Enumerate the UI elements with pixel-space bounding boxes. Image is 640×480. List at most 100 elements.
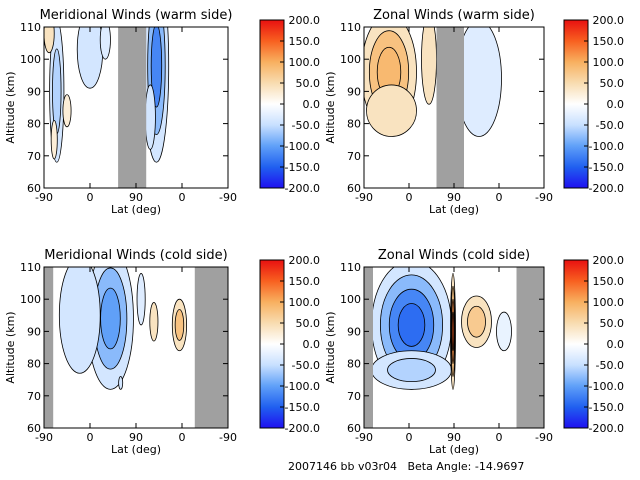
colorbar-tick-label: 0.0 (607, 338, 625, 351)
y-tick-label: 80 (27, 358, 41, 371)
colorbar-tick-label: 0.0 (303, 98, 321, 111)
no-data-band (118, 27, 147, 188)
contour-region (58, 267, 101, 374)
colorbar-tick-label: -100.0 (285, 140, 320, 153)
panel-4: Zonal Winds (cold side) -90 0 90 0 -90 Lat (de… (324, 248, 624, 456)
contour-field (44, 27, 170, 163)
contour-region (50, 119, 58, 160)
y-tick-label: 60 (27, 422, 41, 435)
colorbar-tick-label: -50.0 (292, 119, 320, 132)
colorbar-tick-label: -200.0 (589, 422, 624, 435)
colorbar-tick-label: -150.0 (589, 161, 624, 174)
x-tick-label: 0 (406, 191, 413, 204)
x-axis-label: Lat (deg) (429, 203, 479, 216)
colorbar-tick-label: 50.0 (600, 317, 625, 330)
colorbar-tick-label: 150.0 (289, 275, 321, 288)
y-tick-label: 90 (27, 325, 41, 338)
panel-2: Zonal Winds (warm side) -90 0 90 0 -90 Lat (de… (324, 8, 624, 216)
colorbar-tick-label: -200.0 (285, 422, 320, 435)
contour-field (364, 27, 502, 137)
no-data-band (516, 267, 544, 428)
y-axis-label: Altitude (km) (324, 311, 337, 383)
footer-caption: 2007146 bb v03r04 Beta Angle: -14.9697 (288, 460, 524, 473)
x-axis-label: Lat (deg) (111, 443, 161, 456)
panel-3: Meridional Winds (cold side) -90 0 90 0 -90 La… (4, 248, 320, 456)
contour-region (421, 27, 437, 105)
x-tick-label: 90 (129, 431, 143, 444)
colorbar-tick-label: 150.0 (289, 35, 321, 48)
colorbar-tick-label: -100.0 (589, 380, 624, 393)
colorbar-tick-label: 150.0 (593, 35, 625, 48)
y-tick-label: 100 (340, 53, 361, 66)
y-tick-label: 90 (347, 85, 361, 98)
colorbar-tick-label: -150.0 (285, 161, 320, 174)
colorbar-tick-label: 0.0 (303, 338, 321, 351)
colorbar-tick-label: 200.0 (593, 254, 625, 267)
colorbar-tick-label: 150.0 (593, 275, 625, 288)
contour-region (174, 309, 185, 341)
y-tick-label: 110 (20, 261, 41, 274)
x-tick-label: -90 (219, 431, 237, 444)
y-tick-label: 100 (20, 293, 41, 306)
colorbar-tick-label: -100.0 (589, 140, 624, 153)
x-axis-label: Lat (deg) (111, 203, 161, 216)
contour-region (397, 303, 426, 347)
no-data-band (194, 267, 228, 428)
x-tick-label: 0 (406, 431, 413, 444)
y-tick-label: 90 (27, 85, 41, 98)
chart-title: Zonal Winds (cold side) (378, 248, 530, 263)
contour-region (451, 311, 455, 352)
colorbar-tick-label: -50.0 (596, 359, 624, 372)
x-axis-label: Lat (deg) (429, 443, 479, 456)
x-tick-label: 0 (87, 191, 94, 204)
x-tick-label: 0 (496, 191, 503, 204)
x-tick-label: 0 (179, 431, 186, 444)
x-tick-label: -90 (35, 431, 53, 444)
contour-region (149, 302, 159, 342)
contour-region (366, 84, 417, 137)
y-tick-label: 110 (340, 21, 361, 34)
colorbar-tick-label: 50.0 (600, 77, 625, 90)
y-axis-label: Altitude (km) (4, 71, 17, 143)
y-tick-label: 110 (340, 261, 361, 274)
y-tick-label: 60 (347, 422, 361, 435)
colorbar (563, 19, 589, 189)
colorbar-tick-label: 200.0 (289, 14, 321, 27)
x-tick-label: 0 (87, 431, 94, 444)
colorbar-tick-label: 100.0 (593, 56, 625, 69)
contour-region (387, 358, 436, 383)
chart-title: Zonal Winds (warm side) (373, 8, 535, 23)
x-tick-label: -90 (535, 191, 553, 204)
contour-region (144, 84, 156, 150)
contour-region (44, 27, 55, 54)
x-tick-label: 90 (447, 431, 461, 444)
y-tick-label: 60 (27, 182, 41, 195)
colorbar-tick-label: 50.0 (296, 77, 321, 90)
x-tick-label: 90 (447, 191, 461, 204)
panel-1: Meridional Winds (warm side) -90 0 90 0 -90 La… (4, 8, 321, 216)
colorbar-tick-label: 200.0 (289, 254, 321, 267)
contour-region (118, 376, 124, 390)
colorbar-tick-label: 100.0 (289, 56, 321, 69)
chart-title: Meridional Winds (cold side) (44, 248, 227, 263)
footer-beta-angle: Beta Angle: -14.9697 (407, 460, 525, 473)
colorbar-tick-label: 50.0 (296, 317, 321, 330)
x-tick-label: 0 (496, 431, 503, 444)
x-tick-label: 90 (129, 191, 143, 204)
colorbar-tick-label: -150.0 (285, 401, 320, 414)
x-tick-label: 0 (179, 191, 186, 204)
colorbar-tick-label: -200.0 (285, 182, 320, 195)
y-tick-label: 110 (20, 21, 41, 34)
colorbar-tick-label: -100.0 (285, 380, 320, 393)
colorbar-tick-label: 100.0 (289, 296, 321, 309)
y-tick-label: 70 (347, 150, 361, 163)
y-tick-label: 100 (20, 53, 41, 66)
y-axis-label: Altitude (km) (4, 311, 17, 383)
colorbar-tick-label: -50.0 (596, 119, 624, 132)
footer-date-code: 2007146 bb v03r04 (288, 460, 397, 473)
colorbar-tick-label: -150.0 (589, 401, 624, 414)
colorbar-tick-label: 100.0 (593, 296, 625, 309)
y-tick-label: 60 (347, 182, 361, 195)
y-tick-label: 70 (27, 150, 41, 163)
contour-region (100, 287, 121, 350)
